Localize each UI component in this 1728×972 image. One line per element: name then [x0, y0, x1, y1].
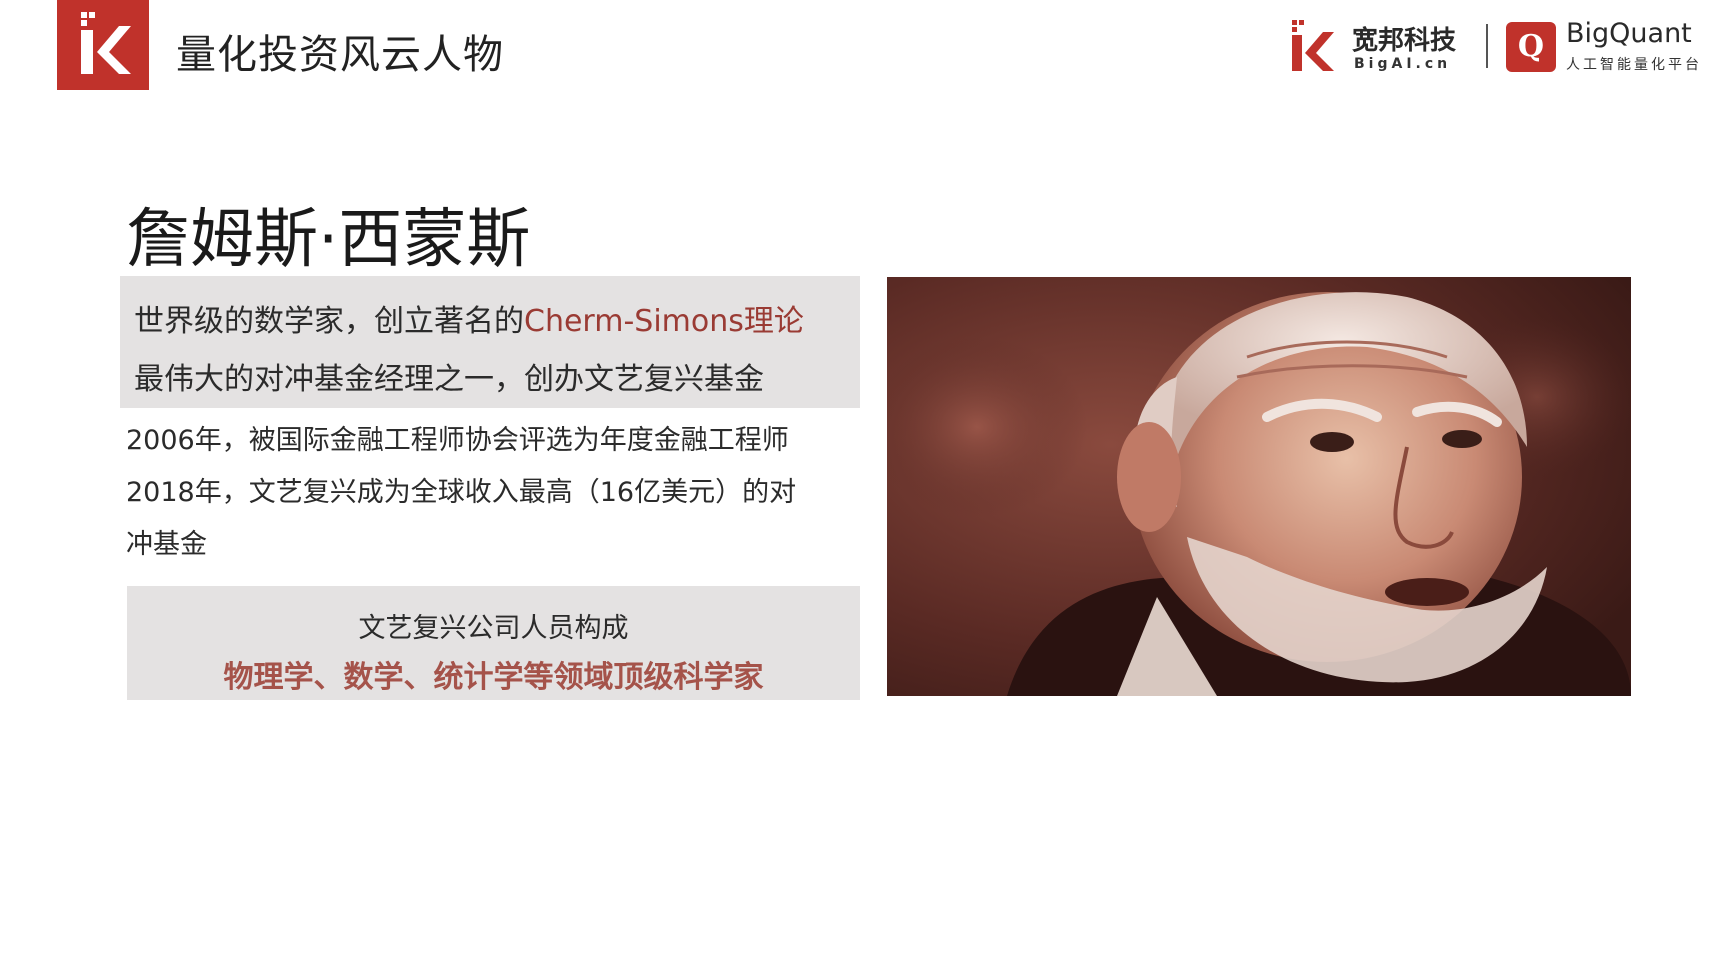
theory-highlight: Cherm-Simons理论 — [524, 304, 804, 339]
k-logo-icon — [1290, 20, 1338, 72]
brand-area: 宽邦科技 BigAI.cn Q BigQuant 人工智能量化平台 — [1290, 16, 1700, 76]
fact-2018: 2018年，文艺复兴成为全球收入最高（16亿美元）的对 — [126, 477, 797, 508]
intro-box: 世界级的数学家，创立著名的Cherm-Simons理论 最伟大的对冲基金经理之一… — [120, 276, 860, 408]
product-tagline: 人工智能量化平台 — [1566, 57, 1702, 73]
intro-line-1: 世界级的数学家，创立著名的Cherm-Simons理论 — [134, 296, 804, 340]
header-title: 量化投资风云人物 — [176, 32, 504, 78]
fact-2018-continued: 冲基金 — [126, 529, 207, 560]
q-badge-icon: Q — [1506, 22, 1556, 72]
fact-2006: 2006年，被国际金融工程师协会评选为年度金融工程师 — [126, 425, 789, 456]
company-url: BigAI.cn — [1354, 56, 1452, 72]
staff-fields: 物理学、数学、统计学等领域顶级科学家 — [223, 660, 764, 695]
staff-box: 文艺复兴公司人员构成 物理学、数学、统计学等领域顶级科学家 — [127, 586, 860, 700]
intro-line-1-prefix: 世界级的数学家，创立著名的 — [134, 304, 524, 339]
person-name: 詹姆斯·西蒙斯 — [126, 203, 531, 277]
staff-heading: 文艺复兴公司人员构成 — [358, 613, 629, 644]
k-logo-icon — [57, 0, 149, 90]
intro-line-2: 最伟大的对冲基金经理之一，创办文艺复兴基金 — [134, 362, 764, 397]
product-name: BigQuant — [1566, 18, 1692, 49]
company-name: 宽邦科技 — [1352, 26, 1457, 56]
portrait-photo — [887, 277, 1631, 696]
brand-divider — [1486, 24, 1488, 68]
